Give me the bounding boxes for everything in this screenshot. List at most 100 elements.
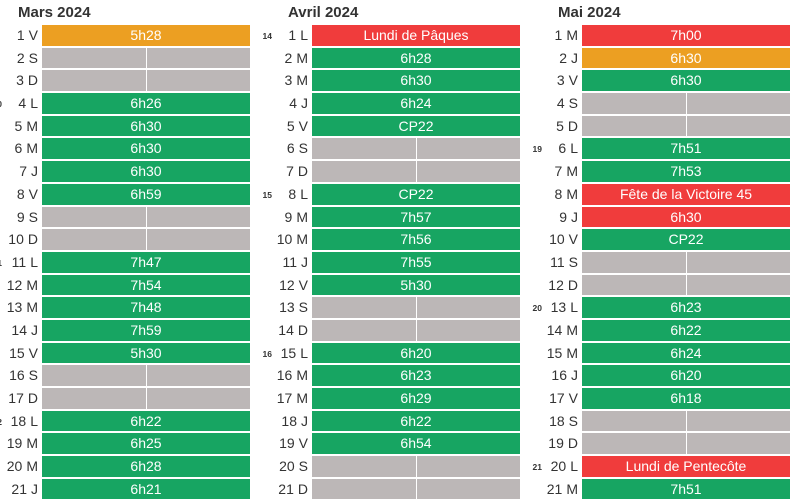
day-entry-cell[interactable]: 6h30	[582, 206, 790, 228]
day-of-week: D	[297, 163, 308, 180]
day-entry-cell[interactable]: 6h22	[582, 319, 790, 341]
weekend-cell[interactable]	[42, 47, 250, 69]
weekend-cell[interactable]	[312, 138, 520, 160]
day-entry-cell[interactable]: Lundi de Pentecôte	[582, 456, 790, 477]
day-row: 11 S	[540, 251, 790, 274]
day-label: 13 S	[270, 296, 310, 319]
day-entry-cell[interactable]: 6h20	[312, 342, 520, 364]
day-entry-cell[interactable]: 7h53	[582, 161, 790, 182]
day-entry-cell[interactable]: 6h24	[312, 93, 520, 114]
weekend-cell[interactable]	[42, 229, 250, 250]
day-row: 12 V 5h30	[270, 274, 520, 297]
day-label: 17 D	[0, 387, 40, 410]
day-entry-cell[interactable]: 6h30	[42, 115, 250, 137]
weekend-cell[interactable]	[582, 433, 790, 455]
day-entry-cell[interactable]: CP22	[582, 229, 790, 250]
day-entry-cell[interactable]: 7h51	[582, 138, 790, 160]
day-label: 19 D	[540, 432, 580, 455]
day-entry-cell[interactable]: 6h25	[42, 433, 250, 455]
day-entry-cell[interactable]: 7h55	[312, 251, 520, 273]
day-entry-cell[interactable]: 5h30	[42, 342, 250, 364]
day-entry-cell[interactable]: 7h56	[312, 229, 520, 250]
day-number: 5	[286, 117, 295, 134]
day-label: 19 M	[0, 432, 40, 455]
weekend-cell[interactable]	[582, 251, 790, 273]
day-entry-cell[interactable]: 6h30	[42, 138, 250, 160]
day-number: 19	[548, 435, 564, 452]
day-entry-cell[interactable]: 6h18	[582, 388, 790, 409]
day-of-week: V	[298, 117, 308, 134]
day-entry-cell[interactable]: 6h30	[582, 47, 790, 69]
day-entry-cell[interactable]: CP22	[312, 183, 520, 205]
day-entry-cell[interactable]: 6h28	[312, 47, 520, 69]
day-label: 18 L	[0, 410, 40, 433]
weekend-cell[interactable]	[312, 478, 520, 500]
day-of-week: D	[27, 231, 38, 248]
day-row: 12 D	[540, 274, 790, 297]
day-of-week: M	[296, 367, 308, 384]
day-row: 16 S	[0, 364, 250, 387]
day-entry-cell[interactable]: 6h54	[312, 433, 520, 455]
day-of-week: S	[568, 95, 578, 112]
day-entry-cell[interactable]: 6h23	[582, 297, 790, 318]
day-row: 20 13 L 6h23	[533, 296, 790, 319]
day-row: 9 M 7h57	[270, 206, 520, 229]
day-entry-cell[interactable]: 5h30	[312, 274, 520, 296]
day-entry-cell[interactable]: 6h30	[312, 70, 520, 92]
weekend-cell[interactable]	[582, 274, 790, 296]
day-number: 5	[14, 117, 23, 134]
day-entry-cell[interactable]: 6h26	[42, 93, 250, 114]
day-label: 10 D	[0, 228, 40, 251]
day-of-week: D	[567, 435, 578, 452]
day-entry-cell[interactable]: 6h28	[42, 456, 250, 477]
day-entry-cell[interactable]: 6h22	[42, 410, 250, 432]
day-entry-cell[interactable]: 7h48	[42, 297, 250, 318]
day-label: 20 L	[540, 455, 580, 478]
day-entry-cell[interactable]: 5h28	[42, 25, 250, 46]
day-entry-cell[interactable]: Fête de la Victoire 45	[582, 183, 790, 205]
day-label: 12 D	[540, 274, 580, 297]
weekend-cell[interactable]	[312, 161, 520, 182]
weekend-cell[interactable]	[42, 365, 250, 386]
day-of-week: V	[28, 27, 38, 43]
weekend-cell[interactable]	[582, 115, 790, 137]
day-label: 19 V	[270, 432, 310, 455]
day-entry-cell[interactable]: 6h20	[582, 365, 790, 386]
day-entry-cell[interactable]: 7h47	[42, 251, 250, 273]
day-entry-cell[interactable]: 6h59	[42, 183, 250, 205]
day-entry-cell[interactable]: 6h30	[582, 70, 790, 92]
weekend-cell[interactable]	[312, 319, 520, 341]
weekend-cell[interactable]	[42, 206, 250, 228]
weekend-cell[interactable]	[42, 70, 250, 92]
day-of-week: M	[566, 344, 578, 361]
day-entry-cell[interactable]: 7h57	[312, 206, 520, 228]
day-of-week: L	[300, 344, 308, 361]
day-of-week: J	[301, 253, 308, 270]
weekend-cell[interactable]	[42, 388, 250, 409]
weekend-cell[interactable]	[582, 410, 790, 432]
day-entry-cell[interactable]: 6h22	[312, 410, 520, 432]
day-number: 10	[549, 231, 565, 248]
day-entry-cell[interactable]: 7h59	[42, 319, 250, 341]
day-entry-cell[interactable]: 6h30	[42, 161, 250, 182]
weekend-cell[interactable]	[312, 297, 520, 318]
day-entry-cell[interactable]: 7h00	[582, 25, 790, 46]
day-entry-cell[interactable]: 6h21	[42, 478, 250, 500]
day-entry-cell[interactable]: Lundi de Pâques	[312, 25, 520, 46]
weekend-cell[interactable]	[312, 456, 520, 477]
day-entry-cell[interactable]: 6h23	[312, 365, 520, 386]
day-entry-cell[interactable]: 7h51	[582, 478, 790, 500]
day-entry-cell[interactable]: CP22	[312, 115, 520, 137]
weekend-cell[interactable]	[582, 93, 790, 114]
day-entry-cell[interactable]: 6h24	[582, 342, 790, 364]
day-entry-cell[interactable]: 6h29	[312, 388, 520, 409]
day-entry-cell[interactable]: 7h54	[42, 274, 250, 296]
day-label: 18 S	[540, 410, 580, 433]
day-of-week: L	[30, 412, 38, 429]
day-of-week: M	[26, 117, 38, 134]
day-number: 6	[14, 140, 23, 157]
